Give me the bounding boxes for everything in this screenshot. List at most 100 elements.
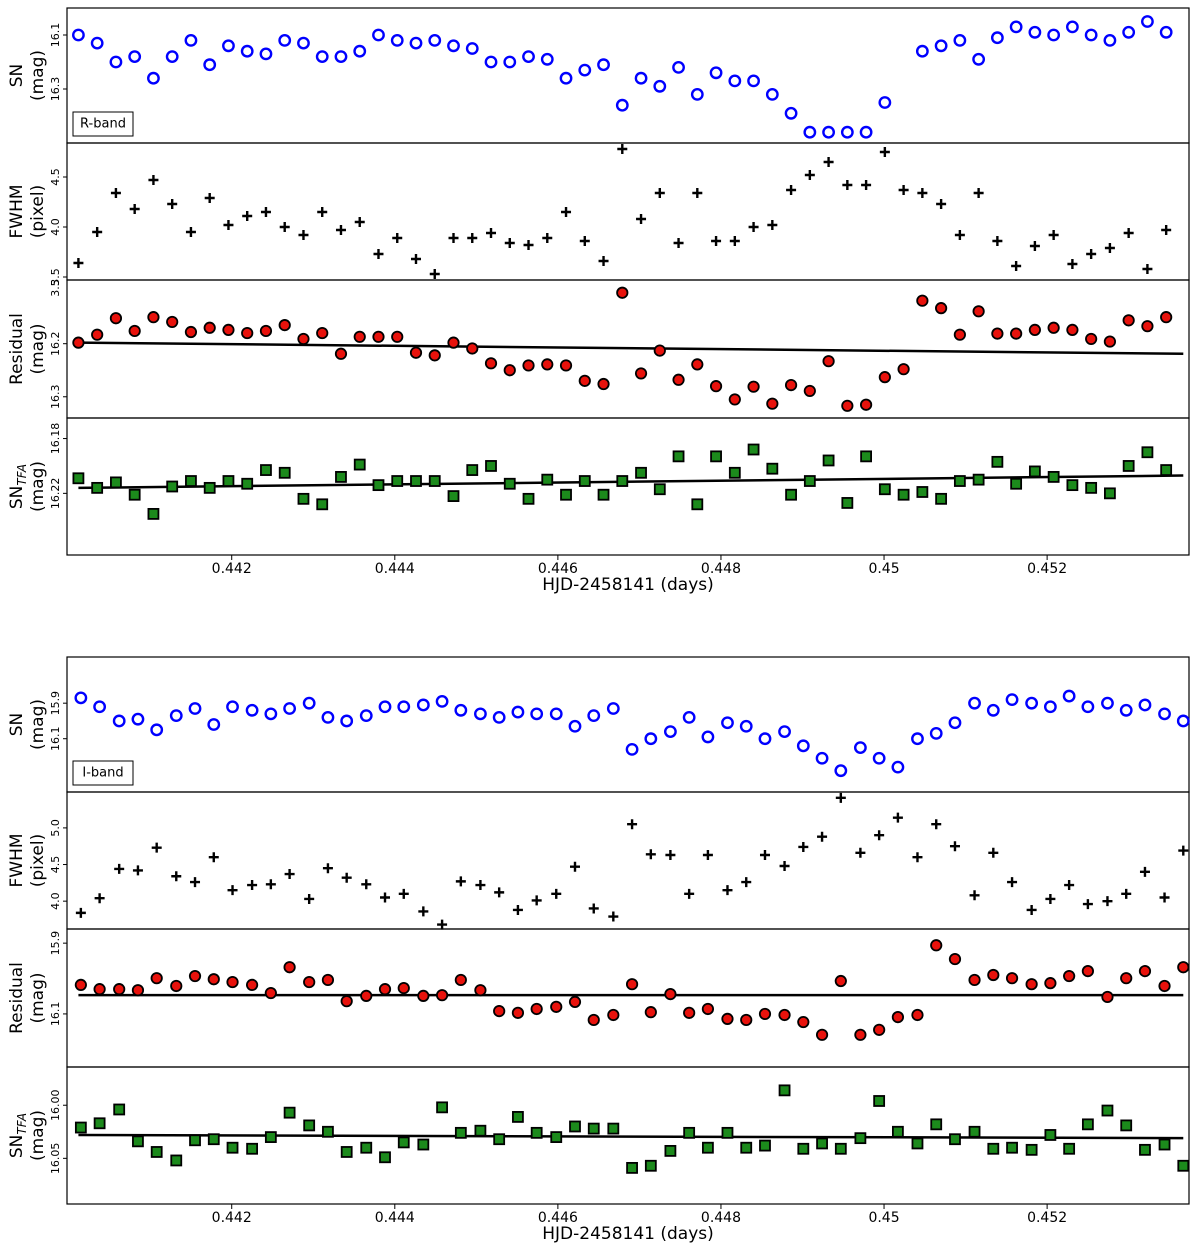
y-tick-label: 4.0 bbox=[49, 218, 62, 236]
point bbox=[728, 466, 741, 479]
point bbox=[625, 978, 639, 991]
point bbox=[504, 238, 515, 248]
point bbox=[372, 330, 385, 343]
point bbox=[503, 477, 516, 490]
y-axis-label: (mag) bbox=[28, 461, 48, 512]
y-tick-label: 16.22 bbox=[49, 478, 62, 510]
point bbox=[1158, 979, 1171, 993]
point bbox=[878, 371, 891, 384]
point bbox=[728, 393, 741, 406]
panel-frame bbox=[66, 1066, 1190, 1205]
point bbox=[392, 233, 403, 243]
point bbox=[645, 849, 656, 860]
panel-frame bbox=[66, 417, 1190, 556]
point bbox=[317, 207, 328, 217]
point bbox=[322, 1125, 334, 1138]
y-tick-label: 16.1 bbox=[49, 23, 62, 48]
point bbox=[816, 1137, 828, 1150]
point bbox=[934, 39, 948, 53]
y-axis-label: FWHM bbox=[7, 833, 27, 887]
point bbox=[1122, 314, 1135, 327]
point bbox=[608, 911, 619, 922]
y-axis-label-sub: TFA bbox=[15, 464, 29, 486]
point bbox=[972, 52, 986, 66]
point bbox=[465, 42, 479, 55]
point bbox=[759, 1139, 771, 1152]
point bbox=[953, 475, 966, 487]
point bbox=[110, 188, 121, 198]
y-axis-label-main: SN bbox=[7, 486, 27, 510]
point bbox=[691, 498, 704, 511]
point bbox=[246, 1142, 258, 1155]
point bbox=[615, 98, 629, 112]
point bbox=[113, 983, 126, 996]
point bbox=[617, 144, 628, 154]
point bbox=[948, 716, 962, 730]
x-tick-label: 0.446 bbox=[538, 561, 578, 577]
point bbox=[607, 1008, 620, 1022]
point bbox=[953, 328, 966, 341]
point bbox=[1047, 321, 1060, 334]
point bbox=[1139, 866, 1150, 877]
point bbox=[265, 879, 276, 890]
point bbox=[741, 877, 752, 888]
point bbox=[391, 475, 404, 487]
point bbox=[616, 475, 629, 487]
point bbox=[417, 989, 430, 1002]
point bbox=[949, 841, 960, 852]
x-tick-label: 0.442 bbox=[212, 1210, 252, 1226]
point bbox=[654, 188, 665, 198]
point bbox=[711, 236, 722, 246]
point bbox=[150, 1146, 163, 1158]
point bbox=[541, 473, 554, 486]
point bbox=[1028, 323, 1041, 336]
point bbox=[523, 240, 534, 250]
y-axis-label-main: FWHM bbox=[7, 184, 27, 238]
point bbox=[484, 357, 498, 370]
point bbox=[494, 887, 505, 898]
point bbox=[435, 989, 449, 1002]
point bbox=[226, 975, 239, 989]
point bbox=[653, 79, 667, 93]
point bbox=[748, 222, 759, 232]
fit-line bbox=[78, 1133, 1184, 1140]
point bbox=[278, 466, 291, 479]
point bbox=[1138, 965, 1152, 978]
point bbox=[493, 1133, 506, 1146]
point bbox=[260, 464, 272, 476]
point bbox=[672, 61, 685, 74]
point bbox=[841, 399, 854, 412]
point bbox=[607, 1122, 620, 1135]
point bbox=[1160, 464, 1173, 476]
point bbox=[109, 312, 123, 325]
point bbox=[1047, 28, 1061, 42]
point bbox=[778, 1084, 791, 1097]
point bbox=[1160, 311, 1173, 324]
point bbox=[340, 714, 354, 728]
point bbox=[226, 1141, 239, 1154]
point bbox=[131, 712, 145, 726]
point bbox=[915, 44, 929, 58]
point bbox=[853, 741, 867, 754]
point bbox=[359, 709, 373, 723]
point bbox=[1104, 487, 1116, 500]
point bbox=[992, 236, 1003, 246]
point bbox=[72, 472, 85, 485]
point bbox=[486, 228, 497, 238]
point bbox=[511, 705, 525, 719]
point bbox=[1006, 1141, 1018, 1154]
point bbox=[854, 1028, 867, 1041]
point bbox=[475, 880, 486, 891]
point bbox=[361, 879, 372, 890]
point bbox=[112, 714, 126, 728]
point bbox=[916, 486, 929, 498]
point bbox=[815, 751, 829, 765]
point bbox=[1102, 896, 1113, 907]
x-tick-label: 0.448 bbox=[701, 561, 741, 577]
point bbox=[968, 973, 981, 987]
point bbox=[131, 984, 145, 997]
point bbox=[207, 1133, 220, 1146]
point bbox=[297, 492, 310, 505]
point bbox=[879, 147, 890, 157]
y-tick-label: 16.3 bbox=[49, 77, 62, 102]
